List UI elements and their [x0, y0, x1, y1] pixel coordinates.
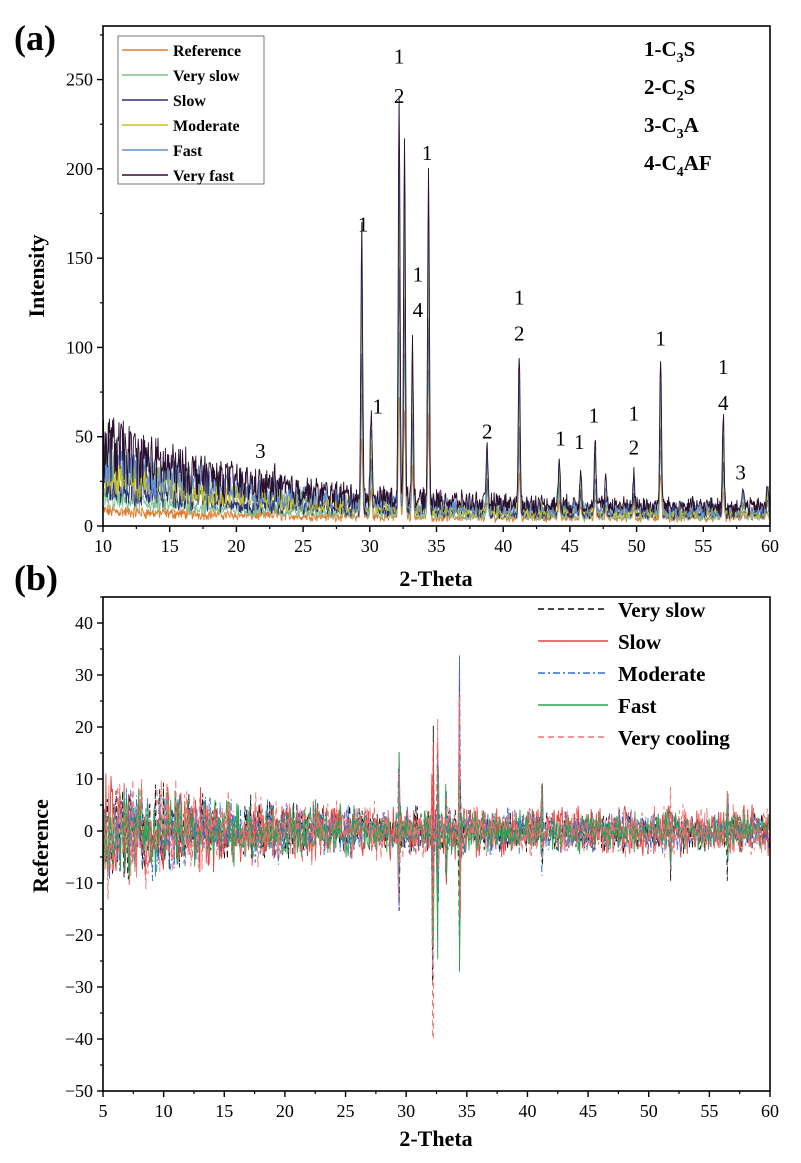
peak-label: 2	[394, 84, 405, 108]
peak-label: 1	[394, 45, 405, 69]
b-ytick-label: 40	[75, 613, 93, 633]
phase-key-item: 4-C4AF	[644, 151, 712, 180]
b-xtick-label: 15	[215, 1101, 233, 1121]
a-xtick-label: 25	[294, 536, 312, 556]
panel-a-label: (a)	[14, 18, 56, 58]
peak-label: 2	[482, 420, 493, 444]
peak-label: 1	[629, 402, 640, 426]
peak-label: 1	[718, 355, 729, 379]
phase-key-item: 2-C2S	[644, 75, 695, 104]
b-legend-label: Moderate	[618, 662, 705, 686]
a-legend-label: Very slow	[173, 68, 240, 85]
panel-b-xlabel: 2-Theta	[399, 1126, 472, 1151]
b-xtick-label: 25	[337, 1101, 355, 1121]
b-legend-label: Slow	[618, 630, 662, 654]
a-ytick-label: 50	[75, 427, 93, 447]
a-xtick-label: 20	[227, 536, 245, 556]
peak-label: 1	[574, 430, 585, 454]
b-xtick-label: 60	[761, 1101, 779, 1121]
peak-label: 1	[514, 286, 525, 310]
a-legend-label: Moderate	[173, 118, 240, 135]
b-xtick-label: 20	[276, 1101, 294, 1121]
b-xtick-label: 35	[458, 1101, 476, 1121]
panel-a-ylabel: Intensity	[24, 234, 49, 317]
a-legend-label: Slow	[173, 93, 206, 110]
a-ytick-label: 100	[66, 337, 93, 357]
a-legend-label: Fast	[173, 143, 203, 160]
a-xtick-label: 15	[161, 536, 179, 556]
b-xtick-label: 40	[518, 1101, 536, 1121]
b-ytick-label: 10	[75, 769, 93, 789]
diff-line-very-cooling	[102, 696, 770, 1040]
a-legend-label: Very fast	[173, 168, 235, 185]
peak-label: 1	[555, 427, 566, 451]
panel-b-label: (b)	[14, 558, 58, 598]
peak-label: 1	[655, 327, 666, 351]
b-legend-label: Fast	[618, 694, 657, 718]
peak-label: 1	[422, 141, 433, 165]
peak-label: 1	[413, 262, 424, 286]
panel-a-plot-area	[102, 95, 771, 524]
b-ytick-label: 20	[75, 717, 93, 737]
series-line-fast	[102, 158, 771, 519]
panel-b-ylabel: Reference	[28, 799, 53, 893]
a-ytick-label: 0	[84, 516, 93, 536]
b-xtick-label: 5	[99, 1101, 108, 1121]
b-xtick-label: 55	[700, 1101, 718, 1121]
b-legend-label: Very slow	[618, 598, 706, 622]
a-legend-box	[117, 35, 265, 185]
b-ytick-label: −30	[65, 977, 93, 997]
b-xtick-label: 10	[155, 1101, 173, 1121]
a-xtick-label: 45	[561, 536, 579, 556]
b-ytick-label: −50	[65, 1081, 93, 1101]
b-xtick-label: 50	[640, 1101, 658, 1121]
panel-a: (a) 10 15 20 25 30 35 40 45 50 55 60 0 50 100 150 200 25…	[14, 18, 779, 591]
series-line-very-fast	[102, 95, 771, 516]
b-xtick-label: 45	[579, 1101, 597, 1121]
a-legend-label: Reference	[173, 43, 241, 60]
peak-label: 4	[413, 298, 424, 322]
b-ytick-label: −40	[65, 1029, 93, 1049]
a-ytick-label: 250	[66, 70, 93, 90]
panel-a-legend: Reference Very slow Slow Moderate Fast Very f…	[117, 35, 265, 185]
panel-b: (b) 5 10 15 20 25 30 35 40 45 50 55 60 −50 −40 −30 −20 −…	[14, 558, 779, 1151]
peak-label: 1	[373, 395, 384, 419]
peak-label: 4	[718, 391, 729, 415]
panel-b-axes: 5 10 15 20 25 30 35 40 45 50 55 60 −50 −40 −30 −20 −10 0 1…	[65, 596, 779, 1121]
panel-a-axes: 10 15 20 25 30 35 40 45 50 55 60 0 50 100 150 200 250	[66, 34, 779, 556]
a-xtick-label: 40	[494, 536, 512, 556]
panel-b-legend: Very slow Slow Moderate Fast Very cooling	[538, 598, 730, 750]
peak-label: 1	[589, 403, 600, 427]
a-ytick-label: 150	[66, 248, 93, 268]
a-ytick-label: 200	[66, 159, 93, 179]
a-xtick-label: 10	[94, 536, 112, 556]
a-xtick-label: 60	[761, 536, 779, 556]
b-ytick-label: −20	[65, 925, 93, 945]
peak-label: 3	[735, 461, 746, 485]
b-ytick-label: 30	[75, 665, 93, 685]
phase-key: 1-C3S 2-C2S 3-C3A 4-C4AF	[644, 37, 712, 180]
b-ytick-label: 0	[84, 821, 93, 841]
b-legend-label: Very cooling	[618, 726, 730, 750]
a-xtick-label: 50	[628, 536, 646, 556]
peak-label: 3	[255, 439, 266, 463]
peak-label: 1	[358, 212, 369, 236]
peak-label: 2	[514, 321, 525, 345]
panel-a-xlabel: 2-Theta	[399, 566, 472, 591]
phase-key-item: 3-C3A	[644, 113, 700, 142]
b-xtick-label: 30	[397, 1101, 415, 1121]
panel-b-plot-area	[102, 655, 770, 1040]
a-xtick-label: 30	[361, 536, 379, 556]
phase-key-item: 1-C3S	[644, 37, 695, 66]
b-ytick-label: −10	[65, 873, 93, 893]
peak-label: 2	[629, 436, 640, 460]
a-xtick-label: 35	[428, 536, 446, 556]
a-xtick-label: 55	[694, 536, 712, 556]
